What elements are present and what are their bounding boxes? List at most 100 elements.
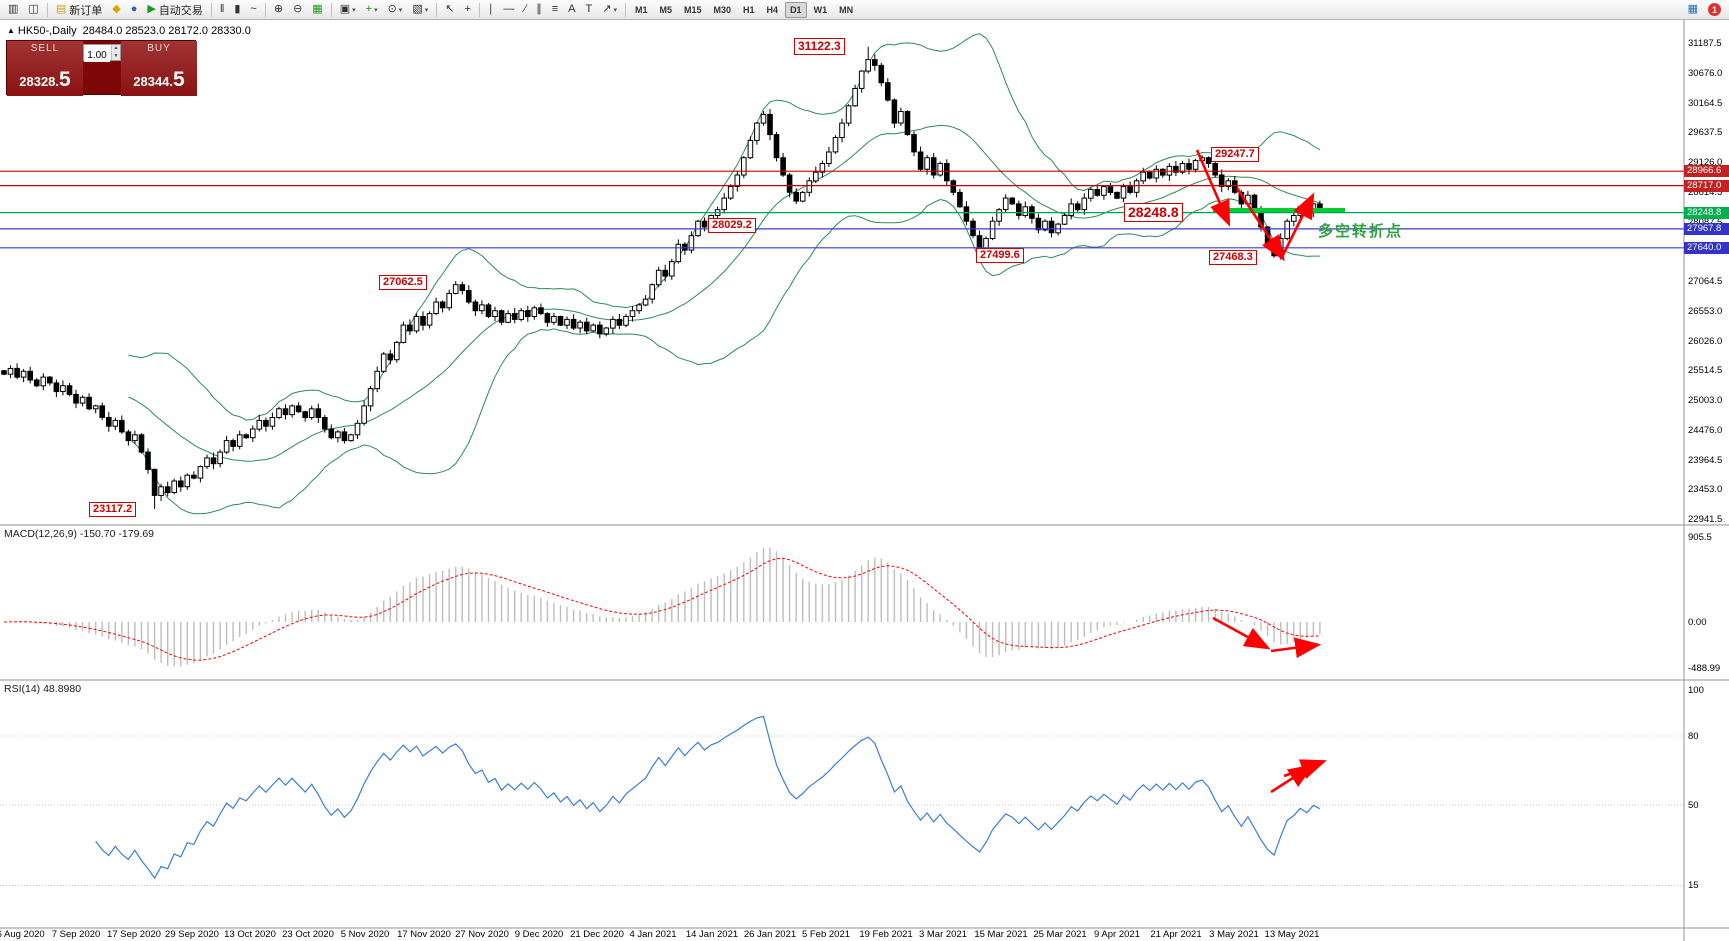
trendline-tool-icon: ∕ <box>524 3 527 15</box>
price-axis-label: 28614.5 <box>1688 186 1723 198</box>
x-axis-label: 23 Oct 2020 <box>282 929 334 940</box>
toolbar-separator <box>46 2 48 17</box>
indicators-button[interactable]: + ▾ <box>362 1 382 19</box>
toolbar-separator <box>210 2 212 17</box>
volume-field-wrap: ▲▼ <box>83 41 121 96</box>
notification-badge[interactable]: 1 <box>1708 3 1721 16</box>
crosshair-button[interactable]: + <box>460 1 474 19</box>
timeframe-d1-button[interactable]: D1 <box>785 1 807 18</box>
timeframe-m15-button[interactable]: M15 <box>684 4 702 15</box>
macd-histogram <box>9 547 1321 667</box>
chinese-note-label[interactable]: 多空转折点 <box>1318 223 1404 240</box>
candlestick-series <box>1 46 1323 509</box>
chevron-down-icon: ▾ <box>424 6 429 14</box>
x-axis-label: 19 Feb 2021 <box>859 929 913 940</box>
price-annotation[interactable]: 28029.2 <box>708 218 756 233</box>
chart-window-button[interactable]: ◫ <box>24 1 42 19</box>
charts-arrange-icon: ▣ <box>339 3 351 15</box>
price-tag: 27640.0 <box>1684 241 1729 254</box>
tile-windows-button[interactable]: ▦ <box>308 1 326 19</box>
fibonacci-tool-button[interactable]: ≡ <box>548 1 562 19</box>
volume-input[interactable] <box>84 49 110 62</box>
market-news-button[interactable]: ● <box>127 1 142 19</box>
trend-arrow[interactable] <box>1270 764 1315 794</box>
new-chart-button[interactable]: ▥ <box>4 1 22 19</box>
label-tool-icon: T <box>585 3 593 15</box>
bollinger-middle-band <box>128 124 1321 462</box>
price-annotation[interactable]: 31122.3 <box>794 38 845 55</box>
trendline-tool-button[interactable]: ∕ <box>520 1 530 19</box>
x-axis-label: 17 Sep 2020 <box>107 929 161 940</box>
cursor-icon: ↖ <box>445 3 455 15</box>
stepper-down-icon[interactable]: ▼ <box>111 52 120 60</box>
price-annotation[interactable]: 27468.3 <box>1209 250 1257 265</box>
chart-window-icon: ◫ <box>28 3 39 15</box>
rsi-line <box>95 715 1321 880</box>
bollinger-lower-band <box>128 198 1320 515</box>
price-annotation[interactable]: 27499.6 <box>976 248 1024 263</box>
trend-arrow[interactable] <box>1235 187 1285 262</box>
sell-button[interactable]: SELL 28328.5 <box>7 41 83 96</box>
templates-icon: ▧ <box>412 3 423 15</box>
chart-line-button[interactable]: ~ <box>246 1 260 19</box>
toolbar-separator <box>478 2 480 17</box>
x-axis-label: 9 Dec 2020 <box>514 929 564 940</box>
periods-button[interactable]: ⊙ ▾ <box>384 1 407 19</box>
x-axis-label: 27 Nov 2020 <box>455 929 509 940</box>
price-annotation[interactable]: 27062.5 <box>379 275 427 290</box>
channel-tool-button[interactable]: ∥ <box>532 1 546 19</box>
trend-arrow[interactable] <box>1270 637 1322 659</box>
cursor-button[interactable]: ↖ <box>441 1 458 19</box>
auto-trading-button[interactable]: ▶ 自动交易 <box>143 1 206 19</box>
price-axis-label: 27064.5 <box>1688 276 1723 287</box>
volume-stepper[interactable]: ▲ ▼ <box>111 45 120 60</box>
zoom-out-button[interactable]: ⊖ <box>289 1 306 19</box>
price-axis-label: 24476.0 <box>1688 424 1723 436</box>
trend-arrow[interactable] <box>1280 192 1315 258</box>
rsi-indicator-label: RSI(14) 48.8980 <box>4 683 82 695</box>
timeframe-m30-button[interactable]: M30 <box>713 4 732 15</box>
buy-button[interactable]: BUY 28344.5 <box>121 41 197 96</box>
toolbar-buttons: ▥ ◫ ▤ 新订单 ◆ ● ▶ 自动交易 ‖ ▮ ~ ⊕ ⊖ ▦ ▣ ▾ + ▾ ⊙ ▾ ▧ ▾ ↖ + ∣ ― ∕ ∥ ≡ A T ↗ ▾ M1… <box>3 1 859 19</box>
label-tool-button[interactable]: T <box>582 1 597 19</box>
crosshair-icon: + <box>464 3 471 15</box>
vertical-line-tool-button[interactable]: ∣ <box>484 1 498 19</box>
timeframe-w1-button[interactable]: W1 <box>813 4 828 15</box>
timeframe-mn-button[interactable]: MN <box>839 4 854 15</box>
chart-bars-button[interactable]: ‖ <box>216 1 229 19</box>
community-button[interactable]: ▦ <box>1684 1 1702 19</box>
price-axis-label: 26026.0 <box>1688 335 1723 347</box>
alerts-button[interactable]: ◆ <box>108 1 124 19</box>
arrows-tool-button[interactable]: ↗ ▾ <box>598 1 621 19</box>
x-axis-label: 29 Sep 2020 <box>165 929 219 940</box>
trend-arrow[interactable] <box>1283 759 1327 779</box>
x-axis-label: 7 Sep 2020 <box>51 929 101 940</box>
price-annotation[interactable]: 23117.2 <box>89 502 137 517</box>
templates-button[interactable]: ▧ ▾ <box>408 1 432 19</box>
charts-arrange-button[interactable]: ▣ ▾ <box>336 1 360 19</box>
panel-separators <box>0 20 1729 941</box>
timeframe-h4-button[interactable]: H4 <box>766 4 779 15</box>
timeframe-m1-button[interactable]: M1 <box>634 4 648 15</box>
price-axis-label: 23964.5 <box>1688 454 1723 466</box>
text-tool-button[interactable]: A <box>564 1 579 19</box>
x-axis-label: 17 Nov 2020 <box>397 929 451 940</box>
zoom-in-button[interactable]: ⊕ <box>270 1 287 19</box>
timeframe-h1-button[interactable]: H1 <box>743 4 755 15</box>
timeframe-m5-button[interactable]: M5 <box>659 4 672 15</box>
trend-arrow[interactable] <box>1195 149 1231 227</box>
vertical-line-tool-icon: ∣ <box>487 3 494 15</box>
trend-arrow[interactable] <box>1212 616 1271 650</box>
chart-canvas[interactable] <box>0 20 1729 941</box>
new-order-button[interactable]: ▤ 新订单 <box>52 1 106 19</box>
chart-candlesticks-button[interactable]: ▮ <box>230 1 244 19</box>
price-annotation[interactable]: 28248.8 <box>1124 203 1183 222</box>
toolbar-separator <box>436 2 438 17</box>
horizontal-line-tool-button[interactable]: ― <box>499 1 518 19</box>
stepper-up-icon[interactable]: ▲ <box>111 45 120 53</box>
macd-indicator-label: MACD(12,26,9) -150.70 -179.69 <box>4 528 154 540</box>
main-toolbar: ▥ ◫ ▤ 新订单 ◆ ● ▶ 自动交易 ‖ ▮ ~ ⊕ ⊖ ▦ ▣ ▾ + ▾ ⊙ ▾ ▧ ▾ ↖ + ∣ ― ∕ ∥ ≡ A T ↗ ▾ M1… <box>0 0 1729 20</box>
price-annotation[interactable]: 29247.7 <box>1211 147 1259 162</box>
price-axis-label: 22941.5 <box>1688 514 1723 525</box>
